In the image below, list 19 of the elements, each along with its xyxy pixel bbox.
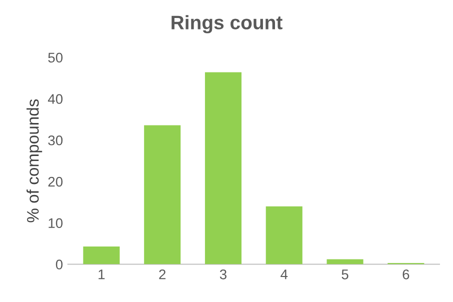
bar xyxy=(204,72,242,264)
bar xyxy=(144,125,181,264)
x-tick-label: 5 xyxy=(342,270,348,280)
chart-title: Rings count xyxy=(172,15,282,34)
y-tick-label: 30 xyxy=(48,135,63,146)
y-tick-label: 50 xyxy=(48,52,63,63)
bar xyxy=(326,259,364,264)
y-axis-title: % of compounds xyxy=(26,99,42,222)
y-tick-label: 0 xyxy=(56,260,63,270)
x-tick-label: 3 xyxy=(220,269,226,280)
y-tick-label: 20 xyxy=(48,176,63,187)
x-tick-label: 2 xyxy=(159,269,166,280)
x-tick-label: 1 xyxy=(98,270,105,280)
y-tick-label: 10 xyxy=(48,218,63,228)
x-tick-label: 4 xyxy=(280,270,288,280)
x-tick-label: 6 xyxy=(402,269,410,280)
bar xyxy=(266,206,302,264)
y-tick-label: 40 xyxy=(48,94,63,104)
bar xyxy=(83,246,120,264)
